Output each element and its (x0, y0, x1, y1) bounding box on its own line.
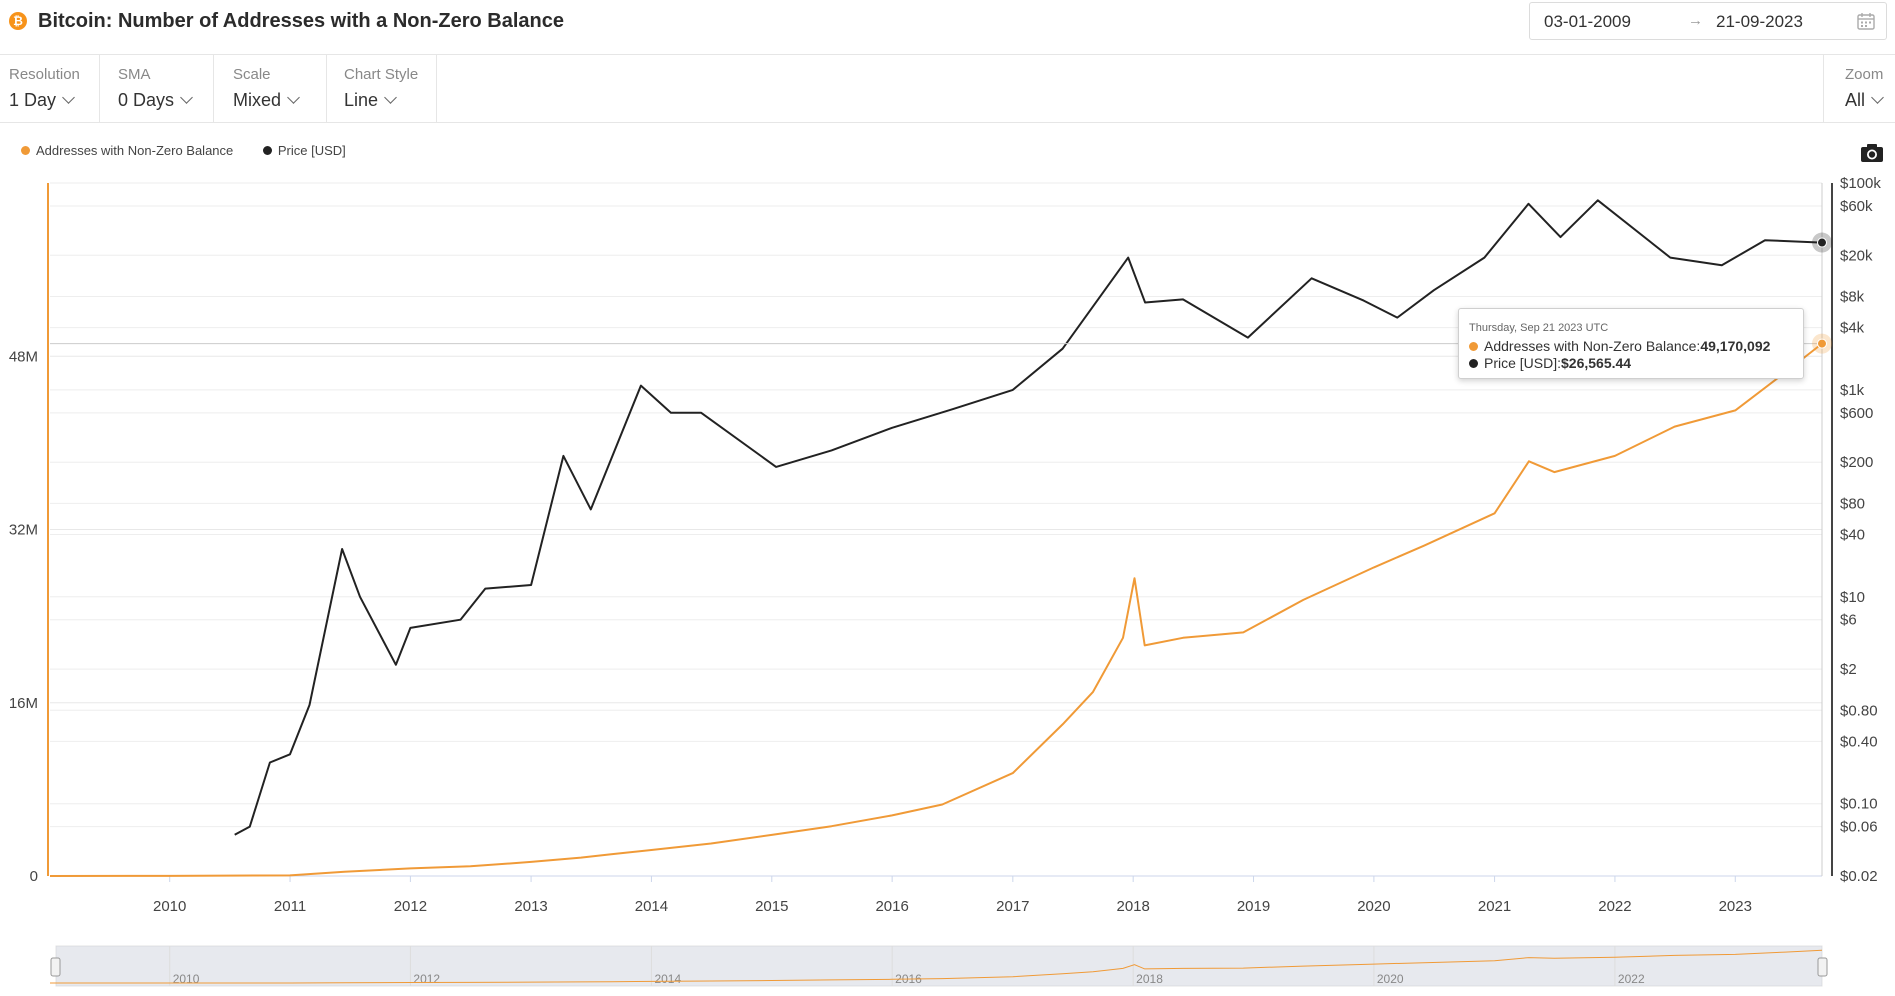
zoom-label: Zoom (1845, 66, 1884, 83)
chart-legend: Addresses with Non-Zero Balance Price [U… (21, 143, 372, 158)
x-tick-label: 2016 (875, 898, 908, 915)
grid-lines (47, 182, 1822, 877)
legend-dot-addresses (21, 146, 30, 155)
page-title: Bitcoin: Number of Addresses with a Non-… (38, 10, 565, 32)
y2-tick-label: $0.10 (1840, 796, 1878, 813)
y2-tick-label: $20k (1840, 247, 1873, 264)
bitcoin-icon: ₿ (9, 12, 27, 30)
x-tick-label: 2011 (274, 898, 306, 915)
tooltip-value-addresses: 49,170,092 (1700, 338, 1771, 354)
navigator-track (55, 945, 1823, 987)
zoom-dropdown[interactable]: Zoom All (1823, 55, 1895, 122)
chart-tooltip: Thursday, Sep 21 2023 UTC Addresses with… (1458, 308, 1804, 379)
y2-tick-label: $2 (1840, 661, 1857, 678)
x-tick-label: 2022 (1598, 898, 1631, 915)
y-tick-label: 16M (9, 695, 38, 712)
x-tick-label: 2015 (755, 898, 788, 915)
date-range-picker[interactable]: 03-01-2009 → 21-09-2023 (1529, 2, 1887, 40)
y-tick-label: 32M (9, 522, 38, 539)
date-from-field[interactable]: 03-01-2009 (1544, 12, 1631, 31)
chart-style-label: Chart Style (344, 66, 419, 83)
tooltip-label-addresses: Addresses with Non-Zero Balance: (1484, 338, 1701, 354)
legend-label-price: Price [USD] (277, 143, 346, 158)
navigator-tick-label: 2022 (1618, 972, 1645, 986)
y2-tick-label: $40 (1840, 527, 1865, 544)
y2-tick-label: $1k (1840, 382, 1865, 399)
addresses-series-line (49, 342, 1823, 877)
tooltip-label-price: Price [USD]: (1484, 355, 1562, 371)
y2-tick-label: $0.02 (1840, 868, 1878, 885)
chart-style-value[interactable]: Line (344, 90, 397, 111)
y2-tick-label: $60k (1840, 198, 1873, 215)
scale-dropdown[interactable]: Scale Mixed (214, 55, 327, 122)
scale-value[interactable]: Mixed (233, 90, 300, 111)
sma-value[interactable]: 0 Days (118, 90, 193, 111)
tooltip-row-addresses: Addresses with Non-Zero Balance: 49,170,… (1469, 338, 1770, 354)
y2-tick-label: $0.06 (1840, 819, 1878, 836)
calendar-icon[interactable] (1856, 11, 1876, 31)
legend-dot-price (262, 146, 272, 155)
tooltip-date: Thursday, Sep 21 2023 UTC (1469, 322, 1609, 334)
axes: 0 16M 32M 48M $100k $60k $20k $8k $4k $1k $600 $200… (9, 175, 1882, 915)
navigator-selection (56, 946, 1822, 986)
y2-tick-label: $6 (1840, 612, 1857, 629)
date-arrow-icon: → (1688, 12, 1703, 29)
navigator-tick-label: 2010 (173, 972, 200, 986)
y2-tick-label: $4k (1840, 320, 1865, 337)
tooltip-dot-price (1469, 358, 1478, 368)
hover-point-price (1817, 237, 1827, 248)
y2-tick-label: $0.40 (1840, 733, 1878, 750)
camera-icon[interactable] (1860, 143, 1884, 163)
y2-tick-label: $8k (1840, 288, 1865, 305)
navigator-tick-label: 2012 (413, 972, 440, 986)
header-bar: ₿ Bitcoin: Number of Addresses with a No… (0, 0, 1895, 55)
y2-tick-label: $0.80 (1840, 702, 1878, 719)
navigator-tick-label: 2014 (654, 972, 681, 986)
x-tick-label: 2010 (153, 898, 186, 915)
x-tick-label: 2019 (1237, 898, 1270, 915)
y2-tick-label: $80 (1840, 495, 1865, 512)
y2-tick-label: $10 (1840, 589, 1865, 606)
legend-label-addresses: Addresses with Non-Zero Balance (36, 143, 234, 158)
price-series-line (234, 199, 1823, 836)
range-navigator[interactable]: 2010 2012 2014 2016 2018 2020 2022 (50, 945, 1828, 987)
x-tick-label: 2023 (1719, 898, 1752, 915)
chart-style-dropdown[interactable]: Chart Style Line (327, 55, 437, 122)
chart-controls: Resolution 1 Day SMA 0 Days Scale Mixed … (0, 55, 1895, 123)
x-tick-label: 2012 (394, 898, 427, 915)
x-tick-label: 2013 (514, 898, 547, 915)
x-tick-label: 2017 (996, 898, 1029, 915)
hover-point-addresses (1817, 338, 1827, 349)
sma-label: SMA (118, 66, 151, 83)
date-to-field[interactable]: 21-09-2023 (1716, 12, 1803, 31)
y-tick-label: 0 (30, 868, 38, 885)
resolution-label: Resolution (9, 66, 80, 83)
tooltip-dot-addresses (1469, 341, 1478, 351)
legend-item-addresses[interactable]: Addresses with Non-Zero Balance (21, 143, 233, 158)
zoom-value[interactable]: All (1845, 90, 1884, 111)
resolution-value[interactable]: 1 Day (9, 90, 75, 111)
x-tick-label: 2018 (1116, 898, 1149, 915)
sma-dropdown[interactable]: SMA 0 Days (100, 55, 214, 122)
series-lines (49, 199, 1823, 877)
legend-item-price[interactable]: Price [USD] (262, 143, 346, 158)
tooltip-row-price: Price [USD]: $26,565.44 (1469, 355, 1631, 371)
y2-tick-label: $200 (1840, 454, 1873, 471)
navigator-handle-left (50, 957, 61, 977)
x-tick-label: 2014 (635, 898, 668, 915)
x-tick-label: 2020 (1357, 898, 1390, 915)
navigator-series-line (50, 949, 1823, 984)
scale-label: Scale (233, 66, 271, 83)
y2-tick-label: $100k (1840, 175, 1881, 192)
x-tick-label: 2021 (1478, 898, 1511, 915)
y2-tick-label: $600 (1840, 405, 1873, 422)
y-tick-label: 48M (9, 348, 38, 365)
resolution-dropdown[interactable]: Resolution 1 Day (0, 55, 100, 122)
navigator-tick-label: 2018 (1136, 972, 1163, 986)
navigator-handle-right (1817, 957, 1828, 977)
tooltip-value-price: $26,565.44 (1561, 355, 1632, 371)
navigator-tick-label: 2020 (1377, 972, 1404, 986)
